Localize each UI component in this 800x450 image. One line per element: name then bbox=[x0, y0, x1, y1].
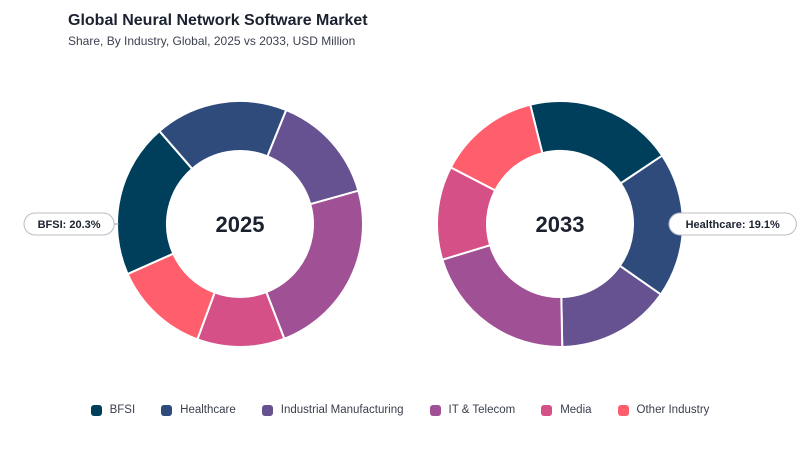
legend-label: Healthcare bbox=[180, 404, 236, 416]
legend-item-it-telecom[interactable]: IT & Telecom bbox=[429, 404, 516, 416]
legend-label: Other Industry bbox=[636, 404, 710, 416]
slice-2025-industrial-manufacturing[interactable] bbox=[266, 108, 360, 206]
legend-swatch bbox=[429, 404, 441, 416]
chart-title: Global Neural Network Software Market bbox=[68, 12, 368, 29]
center-label-2025: 2025 bbox=[216, 212, 265, 237]
legend-item-media[interactable]: Media bbox=[541, 404, 592, 416]
legend-label: BFSI bbox=[109, 404, 136, 416]
legend-swatch bbox=[261, 404, 273, 416]
legend-swatch bbox=[541, 404, 553, 416]
legend-swatch bbox=[161, 404, 173, 416]
callout-label-2025: BFSI: 20.3% bbox=[38, 219, 101, 231]
slice-2033-it-telecom[interactable] bbox=[441, 243, 564, 348]
legend-item-bfsi[interactable]: BFSI bbox=[90, 404, 136, 416]
legend-label: Media bbox=[560, 404, 592, 416]
callout-label-2033: Healthcare: 19.1% bbox=[686, 219, 780, 231]
slice-2025-other-industry[interactable] bbox=[126, 252, 216, 341]
legend-label: IT & Telecom bbox=[448, 404, 516, 416]
chart-subtitle: Share, By Industry, Global, 2025 vs 2033… bbox=[68, 34, 356, 48]
legend-item-industrial-manufacturing[interactable]: Industrial Manufacturing bbox=[261, 404, 404, 416]
legend-label: Industrial Manufacturing bbox=[280, 404, 404, 416]
callout-box-2033 bbox=[668, 212, 797, 236]
legend-item-healthcare[interactable]: Healthcare bbox=[161, 404, 236, 416]
legend-swatch bbox=[90, 404, 102, 416]
legend-swatch bbox=[617, 404, 629, 416]
legend-item-other-industry[interactable]: Other Industry bbox=[617, 404, 710, 416]
center-label-2033: 2033 bbox=[536, 212, 585, 237]
slice-2033-other-industry[interactable] bbox=[449, 103, 544, 192]
slice-2025-it-telecom[interactable] bbox=[265, 189, 364, 341]
callout-box-2025 bbox=[23, 212, 115, 236]
legend: BFSI Healthcare Industrial Manufacturing IT… bbox=[0, 404, 800, 416]
